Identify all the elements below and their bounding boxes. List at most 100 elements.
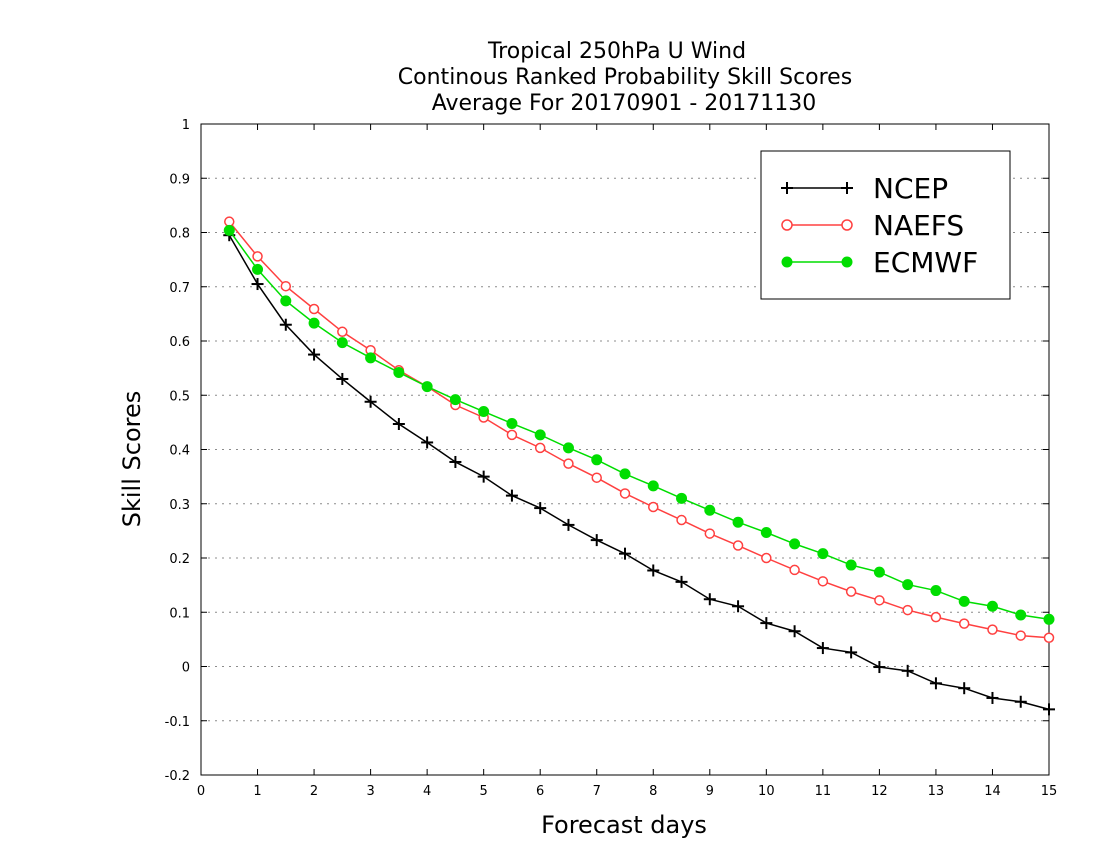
- x-axis-title: Forecast days: [541, 811, 707, 839]
- ncep-point: [534, 502, 547, 515]
- ecmwf-point: [252, 263, 264, 275]
- naefs-point: [732, 540, 744, 551]
- ecmwf-point: [336, 337, 348, 349]
- ncep-point: [562, 518, 575, 531]
- naefs-point: [817, 576, 829, 587]
- y-tick-label: 1: [182, 118, 190, 133]
- naefs-point: [845, 586, 857, 597]
- legend-label: NCEP: [873, 172, 948, 205]
- ncep-point: [251, 278, 264, 291]
- x-tick-label: 10: [758, 784, 775, 799]
- x-tick-label: 1: [253, 784, 261, 799]
- ncep-point: [675, 575, 688, 588]
- x-tick-label: 8: [649, 784, 657, 799]
- naefs-point: [841, 219, 853, 231]
- ncep-point: [590, 534, 603, 547]
- x-tick-label: 5: [480, 784, 488, 799]
- ncep-point: [619, 547, 631, 560]
- ecmwf-point: [506, 417, 518, 429]
- legend-item-naefs: NAEFS: [781, 209, 964, 242]
- x-tick-label: 3: [366, 784, 374, 799]
- ncep-point: [477, 470, 490, 483]
- ncep-point: [781, 182, 793, 194]
- naefs-point: [781, 219, 793, 231]
- title-line-2: Continous Ranked Probability Skill Score…: [398, 65, 852, 90]
- ncep-point: [449, 455, 462, 468]
- naefs-point: [1015, 630, 1026, 641]
- y-axis: -0.2 -0.1 0 0.1 0.2 0.3 0.4 0.5 0.6 0.7 0.8 0.9 1: [165, 118, 1049, 784]
- y-tick-label: 0.9: [169, 172, 190, 187]
- y-axis-title: Skill Scores: [118, 391, 146, 528]
- ecmwf-point: [223, 224, 235, 236]
- ecmwf-point: [676, 492, 688, 504]
- ncep-point: [816, 642, 829, 655]
- ncep-point: [364, 395, 377, 408]
- y-tick-label: 0.3: [169, 498, 190, 513]
- y-tick-label: 0.7: [169, 281, 190, 296]
- ecmwf-point: [873, 566, 885, 578]
- naefs-point: [563, 458, 574, 469]
- naefs-point: [874, 595, 885, 606]
- series-ecmwf: [223, 224, 1055, 625]
- y-tick-label: 0: [182, 661, 190, 676]
- naefs-point: [648, 501, 659, 513]
- y-tick-label: -0.1: [165, 715, 190, 730]
- y-tick-label: 0.5: [169, 389, 190, 404]
- x-tick-label: 12: [871, 784, 888, 799]
- series-layer: [223, 216, 1055, 716]
- naefs-point: [252, 251, 263, 262]
- x-tick-label: 13: [928, 784, 945, 799]
- x-tick-label: 7: [593, 784, 601, 799]
- ncep-point: [279, 318, 292, 331]
- ecmwf-point: [704, 504, 716, 516]
- ecmwf-point: [986, 600, 998, 612]
- ecmwf-point: [280, 295, 292, 307]
- ncep-point: [336, 372, 349, 385]
- title-line-1: Tropical 250hPa U Wind: [487, 39, 746, 64]
- ecmwf-point: [789, 538, 801, 550]
- naefs-point: [704, 528, 716, 539]
- legend-item-ecmwf: ECMWF: [781, 246, 978, 279]
- ecmwf-point: [308, 317, 320, 329]
- ncep-point: [732, 600, 745, 613]
- ecmwf-point: [534, 429, 546, 441]
- ecmwf-point: [781, 256, 793, 268]
- ncep-point: [958, 682, 971, 695]
- title-line-3: Average For 20170901 - 20171130: [432, 91, 817, 116]
- series-naefs: [224, 216, 1055, 643]
- ncep-point: [1043, 703, 1055, 716]
- x-tick-label: 14: [984, 784, 1001, 799]
- ecmwf-point: [365, 352, 377, 364]
- ncep-point: [1014, 695, 1027, 708]
- naefs-point: [591, 472, 602, 483]
- ecmwf-point: [732, 516, 744, 528]
- naefs-point: [506, 429, 518, 441]
- ncep-point: [760, 617, 773, 630]
- chart-title: Tropical 250hPa U Wind Continous Ranked …: [398, 39, 852, 116]
- ecmwf-point: [647, 480, 659, 492]
- x-tick-label: 6: [536, 784, 544, 799]
- ncep-point: [703, 593, 716, 606]
- ecmwf-point: [478, 406, 490, 418]
- naefs-point: [308, 303, 320, 315]
- naefs-point: [676, 514, 687, 526]
- y-tick-label: -0.2: [165, 769, 190, 784]
- y-tick-label: 0.2: [169, 552, 190, 567]
- naefs-point: [224, 216, 235, 227]
- series-ncep: [223, 229, 1055, 716]
- ecmwf-point: [841, 256, 853, 268]
- ecmwf-point: [845, 559, 857, 571]
- naefs-point: [930, 611, 942, 623]
- x-tick-label: 11: [815, 784, 832, 799]
- y-tick-label: 0.4: [169, 444, 190, 459]
- ncep-point: [873, 661, 886, 674]
- y-tick-label: 0.1: [169, 606, 190, 621]
- ecmwf-point: [1043, 613, 1055, 625]
- ecmwf-point: [393, 366, 405, 378]
- legend-label: NAEFS: [873, 209, 964, 242]
- y-tick-label: 0.6: [169, 335, 190, 350]
- ncep-point: [392, 418, 405, 431]
- x-axis: 0 1 2 3 4 5 6 7 8 9 10 11 12 13 14 15: [197, 124, 1057, 799]
- ecmwf-point: [760, 527, 772, 539]
- ncep-point: [788, 625, 801, 638]
